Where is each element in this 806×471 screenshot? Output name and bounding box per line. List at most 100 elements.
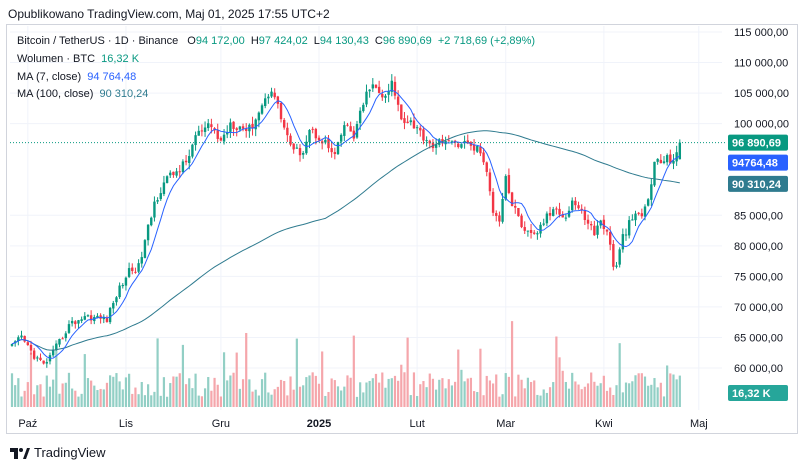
- candle: [491, 188, 495, 217]
- volume-bar: [194, 373, 197, 407]
- candle-body: [207, 123, 210, 129]
- candle-body: [169, 172, 172, 176]
- high-value: 97 424,02: [258, 35, 308, 47]
- candle-body: [238, 126, 242, 130]
- candle-body: [615, 265, 618, 267]
- candle: [226, 125, 229, 139]
- candle-body: [548, 213, 552, 216]
- candle-body: [292, 143, 295, 150]
- volume-bar: [121, 389, 124, 407]
- candle: [124, 276, 128, 291]
- y-tick-label: 85 000,00: [734, 210, 783, 222]
- candle-body: [590, 224, 593, 226]
- candle-body: [371, 84, 375, 89]
- candle-body: [634, 213, 637, 221]
- candle-body: [159, 193, 162, 200]
- candle: [374, 84, 378, 89]
- candle-body: [105, 317, 109, 322]
- volume-bar: [621, 392, 624, 407]
- volume-bar: [14, 385, 17, 407]
- candle: [146, 224, 150, 246]
- volume-label: Wolumen · BTC: [17, 53, 96, 65]
- candle-body: [362, 104, 365, 112]
- volume-bar: [191, 388, 194, 407]
- candle: [621, 228, 625, 253]
- volume-bar: [333, 380, 336, 407]
- candle-body: [339, 134, 343, 142]
- candle-body: [301, 153, 305, 155]
- candle-body: [352, 130, 356, 139]
- candle-body: [226, 132, 229, 135]
- axis-badges: 96 890,69 94764,48 90 310,24 16,32 K: [728, 134, 788, 401]
- candle: [64, 331, 68, 342]
- volume-bar: [640, 373, 643, 407]
- volume-bar: [561, 370, 564, 407]
- volume-bar: [128, 373, 131, 407]
- candle: [305, 135, 308, 155]
- volume-bar: [447, 379, 450, 407]
- candle: [349, 121, 352, 132]
- candle-body: [333, 152, 337, 155]
- ma100-badge-text: 90 310,24: [732, 179, 782, 191]
- candle: [498, 211, 501, 227]
- volume-bar: [317, 383, 321, 407]
- candle: [156, 197, 159, 205]
- candle: [526, 230, 530, 237]
- volume-bar: [371, 378, 374, 407]
- candle: [36, 355, 39, 362]
- volume-bar: [156, 338, 159, 407]
- x-tick-label: Gru: [212, 418, 230, 430]
- volume-bar: [675, 379, 678, 407]
- volume-bar: [441, 378, 444, 407]
- volume-bar: [454, 381, 457, 407]
- candle: [23, 335, 26, 343]
- volume-bar: [137, 394, 140, 407]
- volume-bar: [210, 390, 213, 407]
- candle-body: [264, 98, 267, 106]
- candle-body: [425, 140, 428, 142]
- volume-bar: [36, 385, 39, 407]
- candle: [241, 123, 245, 132]
- price-badge: 96 890,69: [728, 134, 788, 151]
- ma100-value: 90 310,24: [99, 88, 149, 100]
- ma7-label: MA (7, close): [17, 71, 82, 83]
- candle-body: [374, 84, 378, 88]
- candle: [501, 192, 504, 224]
- volume-bar: [637, 373, 640, 407]
- volume-bar: [406, 337, 409, 407]
- ma7-badge-text: 94764,48: [732, 158, 778, 170]
- candle: [400, 104, 403, 121]
- candle: [295, 143, 299, 149]
- volume-bar: [624, 382, 628, 407]
- volume-bar: [593, 381, 596, 407]
- volume-bar: [501, 394, 504, 407]
- candle: [488, 168, 492, 196]
- candle: [507, 168, 511, 195]
- volume-bar: [302, 385, 305, 407]
- volume-bar: [488, 380, 492, 407]
- candle-body: [70, 320, 74, 324]
- volume-bar: [558, 357, 561, 407]
- candle: [191, 143, 194, 159]
- volume-bar: [175, 376, 178, 407]
- candle: [627, 216, 631, 239]
- candle-body: [23, 335, 26, 342]
- candle: [197, 125, 200, 136]
- candle-body: [327, 138, 330, 149]
- volume-bar: [605, 390, 609, 407]
- candle: [115, 296, 118, 306]
- volume-bar: [29, 352, 33, 407]
- volume-bar: [105, 382, 109, 407]
- volume-bar: [289, 376, 292, 407]
- volume-bar: [308, 375, 311, 407]
- candle: [159, 187, 162, 201]
- candle: [371, 78, 375, 92]
- price-badge-bg: [728, 134, 788, 151]
- volume-bar: [609, 387, 612, 407]
- candle-body: [45, 362, 49, 364]
- candle-body: [229, 122, 232, 132]
- ma100-label: MA (100, close): [17, 88, 94, 100]
- candle: [422, 126, 425, 145]
- volume-bar: [552, 382, 555, 407]
